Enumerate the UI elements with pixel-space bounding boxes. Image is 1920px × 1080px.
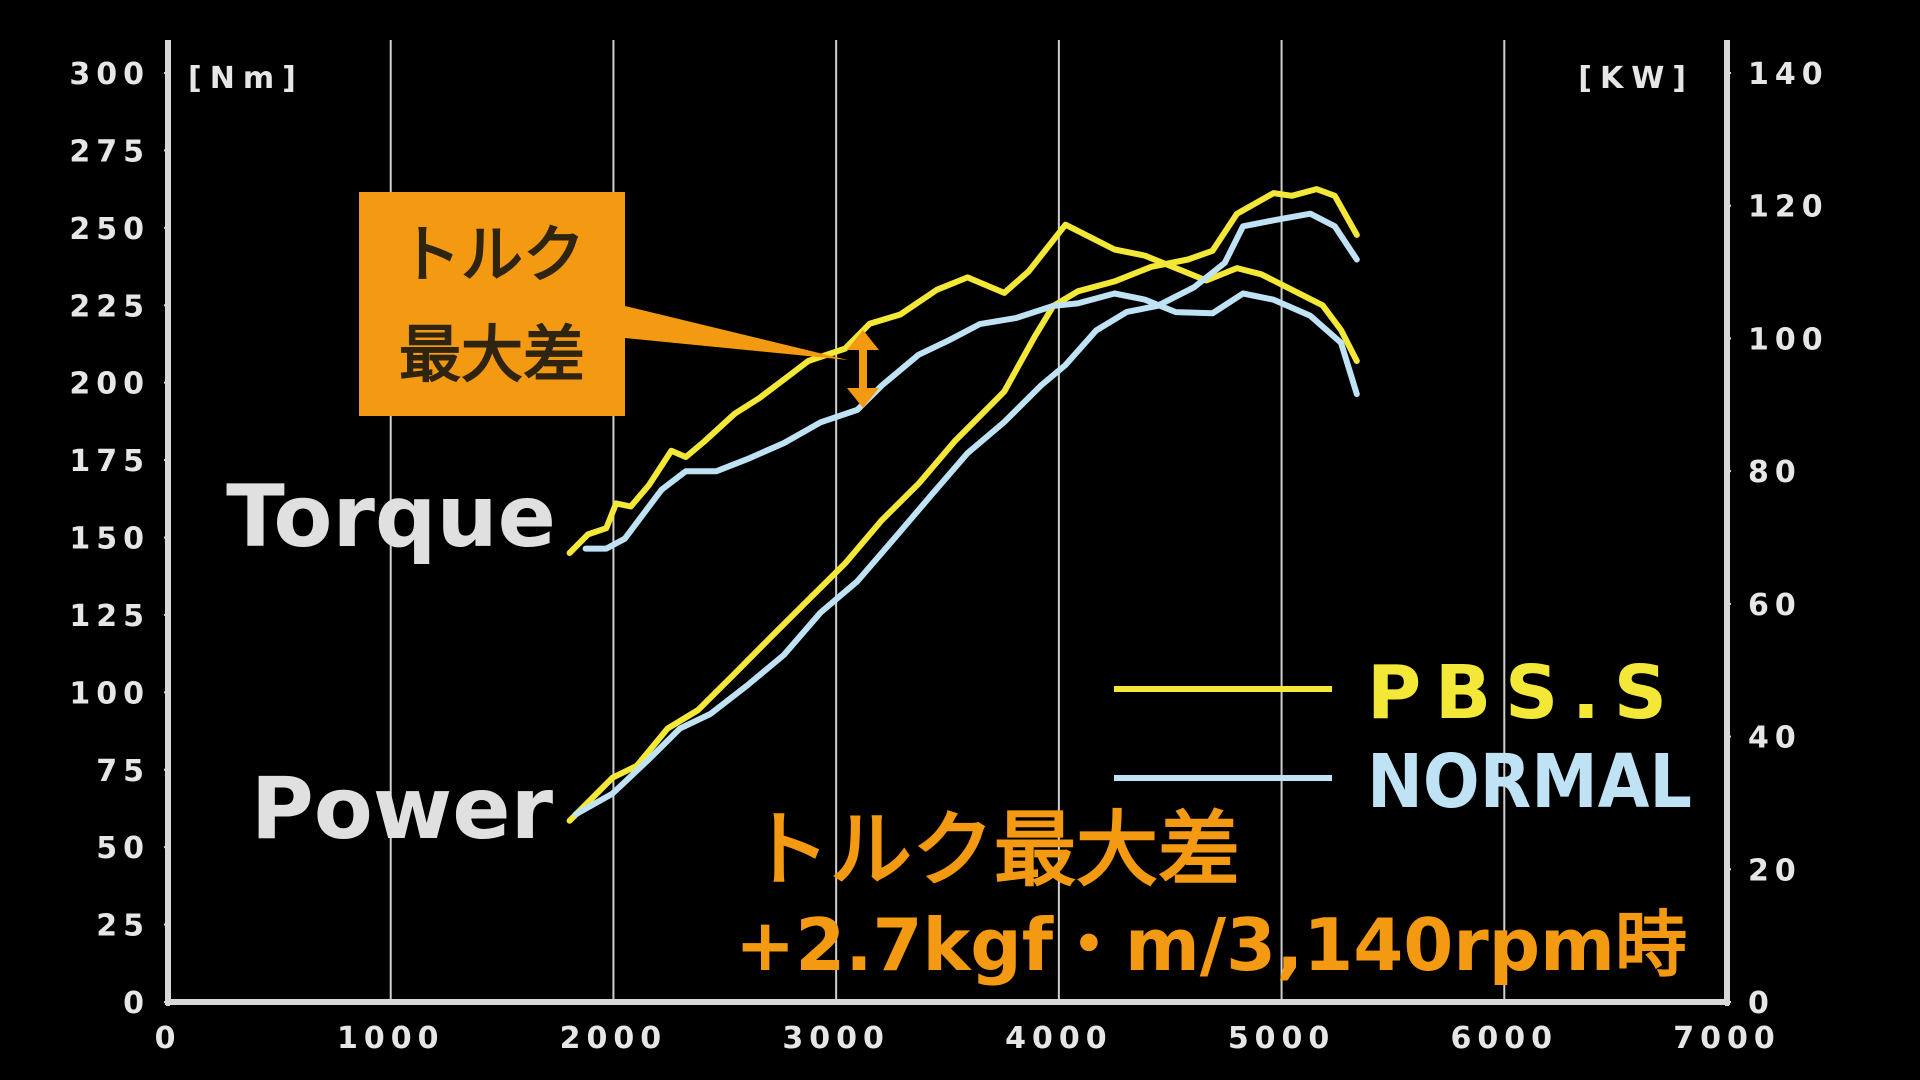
- y2-unit: [KW]: [1578, 61, 1694, 96]
- y-tick-label: 300: [69, 57, 150, 92]
- y-tick-label: 150: [69, 522, 150, 557]
- x-tick-label: 0: [155, 1021, 182, 1056]
- y2-tick-label: 60: [1748, 588, 1802, 623]
- y-unit: [Nm]: [188, 61, 304, 96]
- arrow-head: [847, 388, 879, 408]
- y-tick-label: 50: [96, 831, 150, 866]
- y-tick-label: 200: [69, 367, 150, 402]
- y2-tick-label: 80: [1748, 455, 1802, 490]
- lines: [566, 186, 1360, 824]
- axes: [165, 40, 1730, 1005]
- y2-tick-label: 140: [1748, 57, 1829, 92]
- y-tick-label: 250: [69, 212, 150, 247]
- callout-box: [359, 192, 625, 416]
- y-tick-label: 125: [69, 599, 150, 634]
- y2-tick-label: 20: [1748, 853, 1802, 888]
- y-tick-label: 75: [96, 754, 150, 789]
- difference-arrow: [847, 330, 879, 408]
- x-tick-label: 3000: [782, 1021, 890, 1056]
- callout-line: トルク: [399, 218, 585, 291]
- x-tick-label: 6000: [1451, 1021, 1559, 1056]
- y-tick-label: 275: [69, 134, 150, 169]
- torque-line: [566, 221, 1360, 556]
- annotation-detail: +2.7kgf・m/3,140rpm時: [735, 903, 1687, 987]
- callout-line: 最大差: [399, 318, 585, 391]
- x-tick-label: 1000: [337, 1021, 445, 1056]
- power-label: Power: [251, 759, 554, 859]
- torque-label: Torque: [226, 467, 556, 567]
- y-tick-label: 25: [96, 909, 150, 944]
- annotation-title: トルク最大差: [748, 803, 1240, 898]
- x-tick-label: 4000: [1005, 1021, 1113, 1056]
- y2-tick-label: 0: [1748, 986, 1775, 1021]
- y-tick-label: 175: [69, 444, 150, 479]
- y-tick-label: 225: [69, 289, 150, 324]
- x-tick-label: 2000: [560, 1021, 668, 1056]
- torque-line: [582, 290, 1360, 552]
- legend-label: PBS.S: [1367, 650, 1667, 736]
- y2-tick-label: 40: [1748, 721, 1802, 756]
- y2-tick-label: 100: [1748, 322, 1829, 357]
- x-tick-label: 7000: [1673, 1021, 1781, 1056]
- power-line: [566, 186, 1360, 824]
- y-tick-label: 100: [69, 676, 150, 711]
- x-tick-label: 5000: [1228, 1021, 1336, 1056]
- arrow-head: [847, 330, 879, 350]
- y2-tick-label: 120: [1748, 190, 1829, 225]
- legend-label: NORMAL: [1367, 739, 1692, 825]
- power-line: [572, 210, 1360, 818]
- callout-pointer: [625, 306, 848, 360]
- y-tick-label: 0: [123, 986, 150, 1021]
